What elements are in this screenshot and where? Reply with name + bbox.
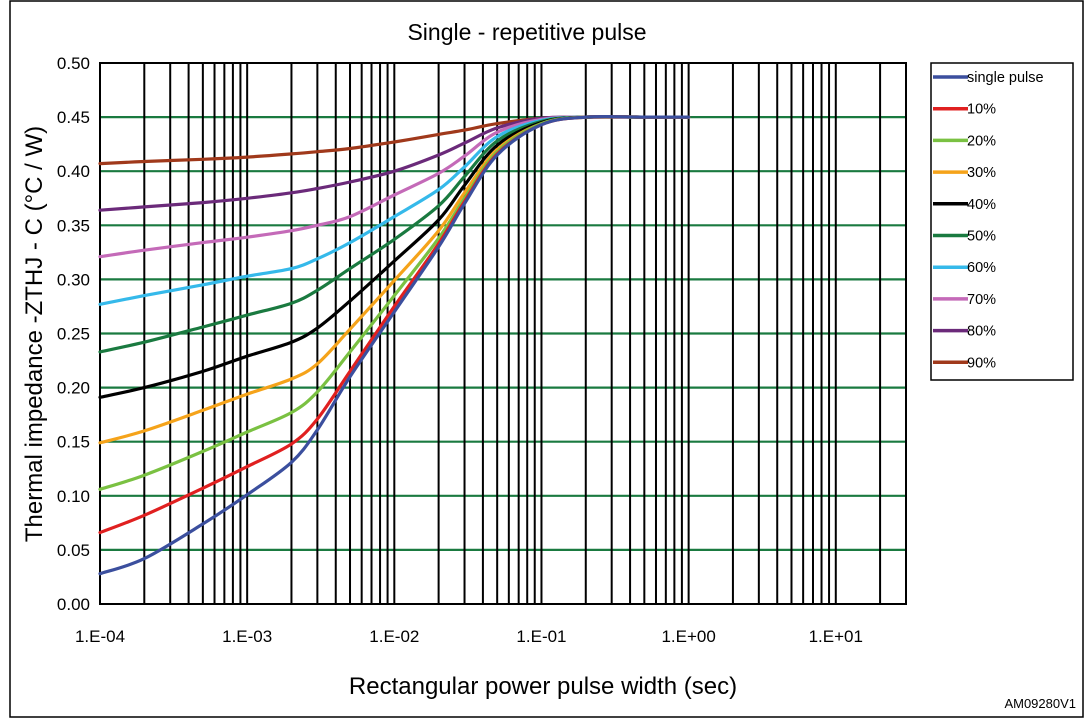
chart-title: Single - repetitive pulse bbox=[407, 19, 646, 45]
legend-entry: 40% bbox=[967, 197, 996, 213]
plot-area-border bbox=[99, 62, 907, 605]
x-tick-label: 1.E+00 bbox=[661, 627, 715, 646]
y-tick-label: 0.15 bbox=[57, 433, 90, 452]
legend-box bbox=[930, 62, 1074, 381]
y-axis-label: Thermal impedance -ZTHJ - C (°C / W) bbox=[21, 126, 48, 542]
legend: single pulse 10% 20% 30% 40% 50% 60% 70% 80% 90% bbox=[930, 62, 1074, 381]
x-tick-label: 1.E-03 bbox=[222, 627, 272, 646]
legend-entry: 90% bbox=[967, 355, 996, 371]
y-tick-label: 0.05 bbox=[57, 541, 90, 560]
legend-entry: 20% bbox=[967, 133, 996, 149]
vertical-gridlines bbox=[143, 63, 882, 604]
legend-entry: 30% bbox=[967, 165, 996, 181]
y-tick-label: 0.35 bbox=[57, 216, 90, 235]
y-tick-label: 0.50 bbox=[57, 54, 90, 73]
x-tick-label: 1.E-02 bbox=[369, 627, 419, 646]
horizontal-gridlines bbox=[100, 115, 906, 552]
y-tick-label: 0.10 bbox=[57, 487, 90, 506]
x-tick-label: 1.E-01 bbox=[516, 627, 566, 646]
series-line bbox=[98, 114, 691, 576]
figure-code: AM09280V1 bbox=[1004, 696, 1076, 711]
y-tick-labels: 0.00 0.05 0.10 0.15 0.20 0.25 0.30 0.35 0.40 0.45… bbox=[57, 54, 90, 614]
legend-entry: single pulse bbox=[967, 70, 1044, 86]
series-lines bbox=[98, 114, 691, 576]
legend-entry: 60% bbox=[967, 260, 996, 276]
legend-entry: 10% bbox=[967, 102, 996, 118]
y-tick-label: 0.30 bbox=[57, 270, 90, 289]
x-tick-label: 1.E+01 bbox=[809, 627, 863, 646]
x-axis-label: Rectangular power pulse width (sec) bbox=[349, 673, 737, 700]
y-tick-label: 0.25 bbox=[57, 325, 90, 344]
y-tick-label: 0.00 bbox=[57, 595, 90, 614]
legend-entry: 50% bbox=[967, 229, 996, 245]
x-tick-label: 1.E-04 bbox=[75, 627, 125, 646]
y-tick-label: 0.45 bbox=[57, 108, 90, 127]
x-tick-labels: 1.E-04 1.E-03 1.E-02 1.E-01 1.E+00 1.E+01 bbox=[75, 627, 863, 646]
y-tick-label: 0.40 bbox=[57, 162, 90, 181]
legend-entry: 80% bbox=[967, 324, 996, 340]
legend-entry: 70% bbox=[967, 292, 996, 308]
y-tick-label: 0.20 bbox=[57, 379, 90, 398]
